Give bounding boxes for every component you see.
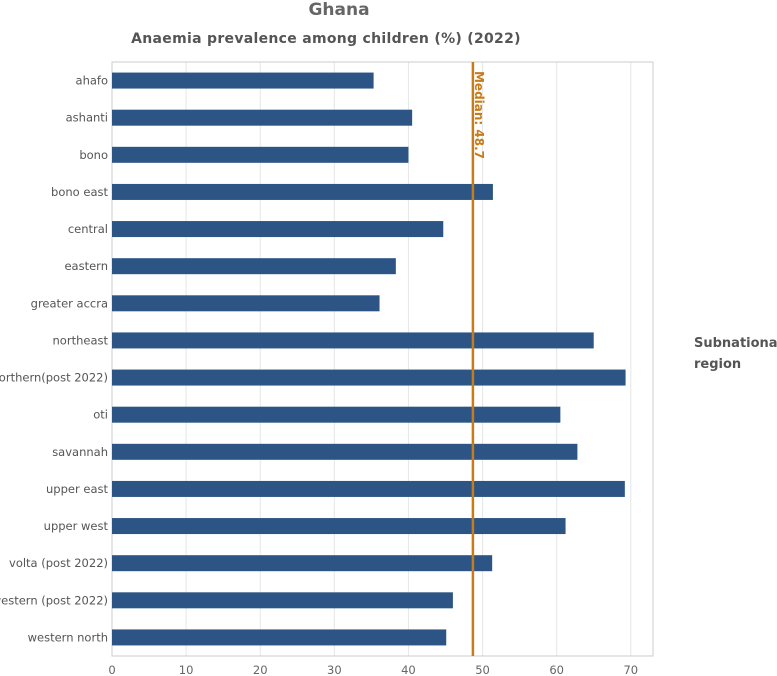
category-label: western north [28,630,108,644]
x-tick-label: 50 [475,663,490,676]
bar [112,183,493,200]
x-tick-label: 40 [401,663,416,676]
x-tick-label: 20 [253,663,268,676]
bar [112,406,561,423]
bar [112,146,409,163]
bar [112,72,374,89]
median-label: Median: 48.7 [472,71,486,159]
category-labels: ahafo ashanti bono bono east central eastern g… [0,74,108,645]
category-label: volta (post 2022) [9,556,108,570]
x-tick-label: 10 [179,663,194,676]
bar [112,592,453,609]
y-axis-label: Subnational region [694,336,777,372]
category-label: western (post 2022) [0,593,108,607]
x-tick-label: 0 [108,663,115,676]
bar [112,295,380,312]
bar [112,109,413,126]
bars [112,72,626,646]
chart-subtitle: Anaemia prevalence among children (%) (2… [131,31,521,47]
category-label: oti [93,408,108,422]
category-label: northern(post 2022) [0,371,108,385]
chart-title: Ghana [308,0,370,20]
x-tick-label: 70 [623,663,638,676]
plot-area [111,61,654,657]
bar [112,629,447,646]
category-label: central [68,222,108,236]
median-annotation: Median: 48.7 [471,62,486,656]
category-label: greater accra [31,296,108,310]
bar [112,258,396,275]
bar [112,480,625,497]
bar [112,518,566,535]
bar [112,443,578,460]
category-label: upper east [46,482,108,496]
category-label: savannah [52,445,108,459]
category-label: ashanti [66,111,108,125]
category-label: bono [79,148,108,162]
bar [112,555,493,572]
x-axis-ticks: 0 10 20 30 40 50 60 70 [108,663,638,676]
category-label: northeast [53,333,109,347]
category-label: bono east [51,185,108,199]
bar [112,332,594,349]
bar [112,369,626,386]
category-label: upper west [44,519,109,533]
category-label: ahafo [76,74,108,88]
x-tick-label: 30 [327,663,342,676]
category-label: eastern [64,259,108,273]
bar [112,221,444,238]
x-tick-label: 60 [549,663,564,676]
